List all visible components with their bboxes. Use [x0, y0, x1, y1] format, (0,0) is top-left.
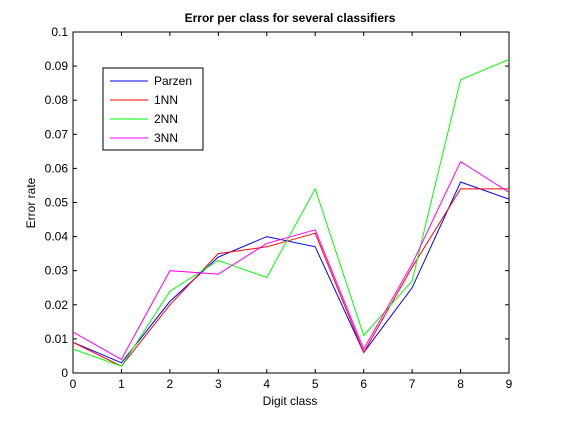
chart-title: Error per class for several classifiers [185, 11, 396, 25]
y-axis: 0 0.01 0.02 0.03 0.04 0.05 0.06 0.07 0.08 0.09 0.1 [45, 25, 509, 380]
x-tick-label: 7 [409, 377, 416, 391]
legend-box [102, 67, 204, 151]
series-line-3nn [72, 160, 510, 361]
x-tick-label: 5 [312, 377, 319, 391]
series-line-1nn [72, 188, 509, 367]
y-tick-label: 0.02 [45, 298, 69, 312]
y-tick-label: 0.07 [45, 127, 69, 141]
legend: Parzen 1NN 2NN 3NN [102, 67, 204, 151]
y-tick-label: 0.1 [51, 25, 68, 39]
series-line-2nn [72, 58, 510, 367]
legend-label-1nn: 1NN [154, 93, 178, 107]
legend-label-3nn: 3NN [154, 131, 178, 145]
x-tick-label: 8 [457, 377, 464, 391]
y-tick-label: 0.08 [45, 93, 69, 107]
x-axis-title: Digit class [263, 394, 318, 408]
y-tick-label: 0.05 [45, 196, 69, 210]
y-tick-label: 0.06 [45, 161, 69, 175]
y-tick-label: 0.03 [45, 264, 69, 278]
y-tick-label: 0.04 [45, 230, 69, 244]
x-tick-label: 2 [167, 377, 174, 391]
y-tick-label: 0.09 [45, 59, 69, 73]
x-axis: 0 1 2 3 4 5 6 7 8 9 [70, 32, 513, 391]
y-tick-label: 0 [61, 366, 68, 380]
x-tick-label: 4 [263, 377, 270, 391]
x-tick-label: 6 [360, 377, 367, 391]
y-axis-title: Error rate [24, 177, 38, 228]
x-tick-label: 1 [118, 377, 125, 391]
legend-label-parzen: Parzen [154, 74, 192, 88]
series-line-parzen [72, 181, 510, 364]
y-tick-label: 0.01 [45, 332, 69, 346]
series-lines [72, 58, 510, 367]
x-tick-label: 0 [70, 377, 77, 391]
legend-label-2nn: 2NN [154, 112, 178, 126]
x-tick-label: 9 [506, 377, 513, 391]
x-tick-label: 3 [215, 377, 222, 391]
